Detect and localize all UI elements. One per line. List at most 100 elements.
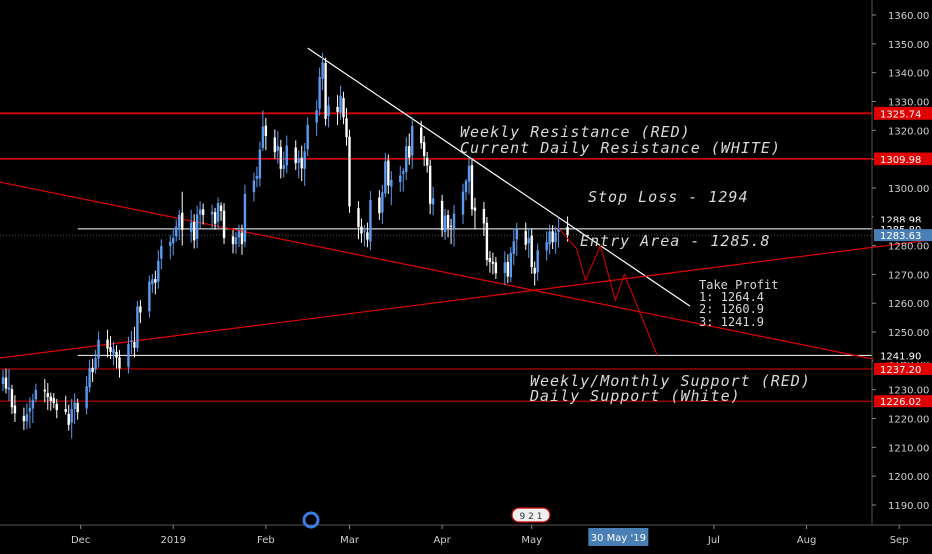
candle: [157, 250, 160, 289]
candle: [530, 229, 533, 274]
candle: [112, 341, 115, 366]
candle-body: [201, 209, 205, 216]
annotation-entry: Entry Area - 1285.8: [580, 232, 771, 250]
candle-body: [195, 214, 199, 239]
candle: [345, 108, 348, 146]
event-badge-text: 9 2 1: [520, 512, 543, 522]
candle-body: [178, 215, 181, 228]
candle: [506, 254, 510, 284]
y-tick-label: 1300.00: [888, 184, 929, 195]
candle-body: [198, 209, 202, 215]
candle-body: [545, 242, 548, 251]
candle-body: [192, 221, 196, 241]
candle: [109, 336, 112, 360]
candle: [234, 232, 238, 254]
candle: [151, 273, 154, 293]
candle-body: [133, 342, 136, 348]
candle: [342, 91, 345, 125]
candle: [240, 224, 244, 255]
price-badge-label: 1325.74: [880, 110, 921, 121]
candle-body: [306, 124, 309, 150]
y-tick-label: 1270.00: [888, 270, 929, 281]
price-badge-label: 1283.63: [880, 231, 921, 242]
y-tick-label: 1250.00: [888, 328, 929, 339]
candle-body: [473, 207, 477, 211]
candle: [252, 172, 256, 202]
candle: [97, 331, 100, 368]
candle: [136, 300, 139, 352]
candle: [557, 218, 560, 248]
annotation-tp-title: Take Profit: [699, 278, 778, 292]
event-badge-body: [511, 507, 551, 523]
y-tick-label: 1260.00: [888, 299, 929, 310]
candle: [255, 166, 259, 188]
candle: [210, 204, 214, 229]
candle: [160, 239, 163, 270]
candle: [172, 228, 175, 256]
candle-body: [7, 387, 11, 390]
candle: [264, 117, 268, 151]
candle: [491, 252, 495, 275]
candle-body: [336, 106, 339, 113]
candle-body: [55, 403, 58, 411]
candle-body: [151, 279, 154, 285]
candle: [285, 135, 288, 174]
candle-body: [148, 281, 151, 312]
candle-body: [524, 230, 527, 245]
candle-body: [91, 367, 94, 373]
candle-body: [408, 146, 411, 158]
candle-body: [551, 231, 554, 243]
annotation-weekly-res: Weekly Resistance (RED): [460, 123, 691, 141]
candle: [67, 404, 70, 431]
candle: [515, 222, 518, 256]
candle-body: [443, 215, 447, 233]
candle: [318, 67, 321, 116]
candle: [294, 140, 297, 171]
cursor-date-badge: [588, 528, 649, 546]
candle: [443, 208, 447, 241]
candle-body: [366, 232, 369, 240]
candle: [192, 214, 196, 249]
y-tick-label: 1230.00: [888, 386, 929, 397]
candle-body: [139, 306, 142, 313]
candle-body: [240, 232, 244, 245]
candle: [55, 398, 58, 419]
candle: [339, 85, 342, 120]
candle-body: [405, 146, 408, 172]
candle-body: [557, 228, 560, 233]
annotation-tp1: 1: 1264.4: [699, 290, 764, 304]
candle-body: [548, 231, 551, 245]
candle: [324, 57, 327, 126]
candle: [133, 326, 136, 358]
candle-body: [157, 260, 160, 282]
candle-body: [97, 339, 100, 359]
candle: [470, 158, 474, 216]
y-tick-label: 1220.00: [888, 415, 929, 426]
y-tick-label: 1210.00: [888, 443, 929, 454]
candle: [201, 203, 205, 225]
x-tick-label: Dec: [71, 535, 90, 546]
candle: [467, 157, 471, 195]
candle: [315, 100, 318, 136]
candle: [321, 53, 324, 91]
candle: [195, 205, 199, 249]
candle: [222, 203, 226, 245]
candle-body: [175, 226, 178, 237]
candle-body: [482, 208, 486, 224]
candle: [297, 150, 300, 179]
candle-body: [70, 409, 73, 423]
candle: [127, 336, 130, 374]
candle: [461, 183, 465, 224]
candle-body: [136, 306, 139, 348]
projection-path: [558, 227, 658, 356]
y-tick-label: 1200.00: [888, 472, 929, 483]
candle: [405, 137, 408, 181]
candle: [473, 197, 477, 229]
candle-body: [252, 180, 256, 193]
candle-body: [303, 151, 306, 169]
candle-body: [488, 257, 492, 263]
candle-body: [494, 262, 498, 274]
candle-body: [189, 222, 193, 232]
